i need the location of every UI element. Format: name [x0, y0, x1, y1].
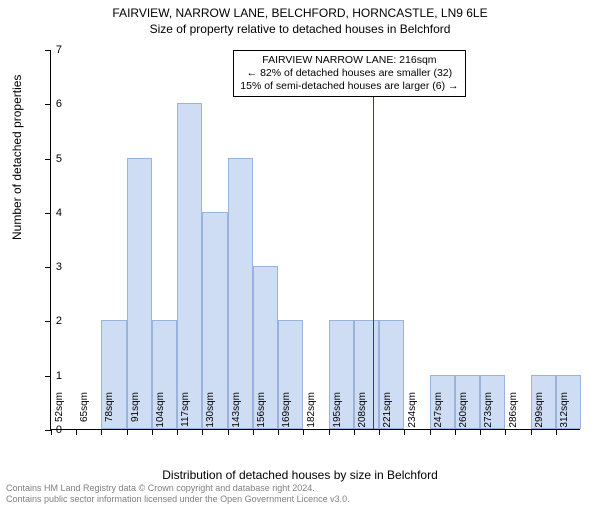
- x-tick-label: 117sqm: [180, 392, 191, 427]
- histogram-bar: [228, 158, 253, 429]
- annotation-line-2: ← 82% of detached houses are smaller (32…: [240, 67, 458, 80]
- x-tick-label: 286sqm: [508, 392, 519, 428]
- footer-line-1: Contains HM Land Registry data © Crown c…: [6, 483, 350, 493]
- annotation-line-1: FAIRVIEW NARROW LANE: 216sqm: [240, 54, 458, 67]
- x-tick-label: 156sqm: [256, 392, 267, 428]
- x-tick-label: 169sqm: [281, 392, 292, 428]
- x-tick-label: 130sqm: [205, 392, 216, 428]
- y-tick-label: 3: [56, 261, 62, 273]
- annotation-line-3: 15% of semi-detached houses are larger (…: [240, 80, 458, 93]
- y-tick-label: 2: [56, 315, 62, 327]
- x-tick-label: 78sqm: [104, 392, 115, 422]
- x-tick-label: 312sqm: [559, 392, 570, 428]
- x-tick-label: 260sqm: [458, 392, 469, 428]
- chart-plot-area: FAIRVIEW NARROW LANE: 216sqm← 82% of det…: [50, 50, 580, 430]
- x-tick-label: 195sqm: [332, 392, 343, 428]
- y-tick-label: 4: [56, 207, 62, 219]
- x-tick-label: 52sqm: [54, 392, 65, 422]
- chart-x-axis-label: Distribution of detached houses by size …: [0, 468, 600, 482]
- annotation-box: FAIRVIEW NARROW LANE: 216sqm← 82% of det…: [233, 50, 465, 97]
- y-tick-label: 0: [56, 424, 62, 436]
- attribution-footer: Contains HM Land Registry data © Crown c…: [6, 483, 350, 504]
- histogram-bar: [127, 158, 152, 429]
- chart-title-main: FAIRVIEW, NARROW LANE, BELCHFORD, HORNCA…: [0, 6, 600, 20]
- marker-line: [373, 50, 374, 429]
- x-tick-label: 182sqm: [306, 392, 317, 428]
- x-tick-label: 234sqm: [407, 392, 418, 428]
- y-tick-label: 7: [56, 44, 62, 56]
- y-tick-label: 6: [56, 98, 62, 110]
- x-tick-label: 143sqm: [231, 392, 242, 428]
- histogram-bar: [177, 103, 202, 429]
- chart-y-axis-label: Number of detached properties: [10, 75, 24, 240]
- x-tick-label: 273sqm: [483, 392, 494, 428]
- x-tick-label: 208sqm: [357, 392, 368, 428]
- x-tick-label: 104sqm: [155, 392, 166, 428]
- x-tick-label: 91sqm: [130, 392, 141, 422]
- footer-line-2: Contains public sector information licen…: [6, 494, 350, 504]
- y-tick-label: 1: [56, 370, 62, 382]
- x-tick-label: 65sqm: [79, 392, 90, 422]
- x-tick-label: 221sqm: [382, 392, 393, 428]
- x-tick-label: 247sqm: [433, 392, 444, 428]
- y-tick-label: 5: [56, 153, 62, 165]
- chart-title-sub: Size of property relative to detached ho…: [0, 22, 600, 36]
- x-tick-label: 299sqm: [534, 392, 545, 428]
